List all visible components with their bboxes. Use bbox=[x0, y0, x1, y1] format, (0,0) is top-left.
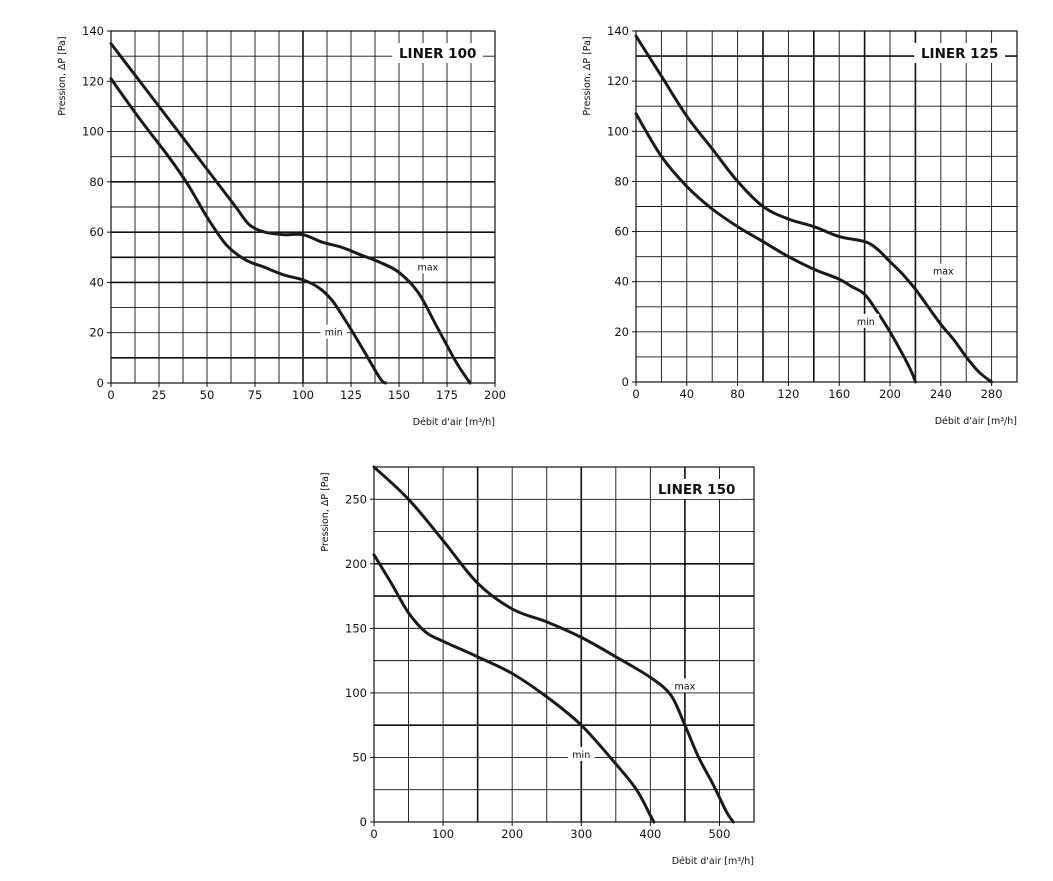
x-tick-label: 40 bbox=[679, 387, 694, 401]
x-tick-label: 160 bbox=[828, 387, 850, 401]
y-axis-label: Pression, ΔP [Pa] bbox=[57, 36, 68, 115]
x-tick-label: 175 bbox=[436, 388, 458, 402]
x-tick-label: 50 bbox=[200, 388, 215, 402]
y-axis-label: Pression, ΔP [Pa] bbox=[582, 36, 593, 115]
y-tick-label: 20 bbox=[614, 325, 629, 339]
series-max-curve bbox=[109, 42, 472, 385]
y-tick-label: 150 bbox=[345, 621, 367, 635]
chart-title-bg bbox=[392, 43, 483, 63]
series-min-curve bbox=[372, 553, 656, 824]
x-tick-label: 300 bbox=[570, 827, 592, 841]
series-max-curve bbox=[372, 465, 735, 824]
y-tick-label: 250 bbox=[345, 492, 367, 506]
chart-3: 0 100 200 300 400 500 0 50 100 150 200 250 Débit d'a… bbox=[320, 465, 755, 867]
x-axis-label: Débit d'air [m³/h] bbox=[935, 416, 1017, 427]
y-tick-label: 140 bbox=[607, 24, 629, 38]
x-tick-label: 500 bbox=[708, 827, 730, 841]
y-tick-label: 120 bbox=[607, 74, 629, 88]
x-axis-label: Débit d'air [m³/h] bbox=[672, 856, 754, 867]
y-tick-label: 120 bbox=[82, 74, 104, 88]
x-tick-label: 240 bbox=[930, 387, 952, 401]
x-tick-label: 100 bbox=[432, 827, 454, 841]
y-tick-label: 0 bbox=[360, 815, 367, 829]
x-axis-label: Débit d'air [m³/h] bbox=[413, 417, 495, 428]
x-tick-label: 0 bbox=[632, 387, 639, 401]
series-min-label: min bbox=[572, 750, 590, 761]
x-tick-label: 200 bbox=[501, 827, 523, 841]
chart-title: LINER 125 bbox=[921, 46, 998, 62]
x-tick-label: 150 bbox=[388, 388, 410, 402]
plot-frame bbox=[373, 466, 755, 823]
x-tick-label: 200 bbox=[484, 388, 506, 402]
chart-title: LINER 150 bbox=[658, 482, 735, 498]
chart-title-bg bbox=[914, 43, 1005, 63]
series-max-curve bbox=[634, 34, 994, 384]
y-tick-label: 0 bbox=[97, 376, 104, 390]
x-tick-label: 120 bbox=[777, 387, 799, 401]
y-tick-label: 80 bbox=[614, 174, 629, 188]
x-tick-label: 75 bbox=[248, 388, 263, 402]
y-tick-label: 100 bbox=[82, 125, 104, 139]
x-tick-label: 0 bbox=[107, 388, 114, 402]
y-tick-label: 50 bbox=[352, 750, 367, 764]
y-tick-label: 20 bbox=[89, 326, 104, 340]
x-tick-label: 25 bbox=[152, 388, 167, 402]
y-axis-label: Pression, ΔP [Pa] bbox=[320, 472, 331, 551]
series-max-label: max bbox=[675, 681, 696, 692]
x-tick-label: 280 bbox=[981, 387, 1003, 401]
plot-frame bbox=[635, 30, 1018, 383]
x-tick-label: 200 bbox=[879, 387, 901, 401]
y-tick-label: 80 bbox=[89, 175, 104, 189]
chart-2: 0 40 80 120 160 200 240 280 0 20 40 60 80 100 120 140 Dé… bbox=[582, 24, 1018, 427]
chart-1: 0 25 50 75 100 125 150 175 200 0 20 40 60 80 100 120 140… bbox=[57, 24, 506, 428]
series-label-bg bbox=[567, 746, 595, 761]
series-label-bg bbox=[414, 259, 442, 274]
series-label-bg bbox=[671, 678, 699, 693]
series-min-label: min bbox=[325, 328, 343, 339]
series-min-label: min bbox=[857, 317, 875, 328]
y-tick-label: 140 bbox=[82, 24, 104, 38]
y-tick-label: 40 bbox=[614, 275, 629, 289]
x-tick-label: 80 bbox=[730, 387, 745, 401]
x-tick-label: 400 bbox=[639, 827, 661, 841]
y-tick-label: 40 bbox=[89, 275, 104, 289]
chart-title: LINER 100 bbox=[399, 46, 476, 62]
chart-title-bg bbox=[651, 479, 742, 499]
y-tick-label: 200 bbox=[345, 557, 367, 571]
y-tick-label: 100 bbox=[607, 124, 629, 138]
series-min-curve bbox=[109, 77, 388, 385]
series-label-bg bbox=[930, 263, 957, 278]
series-max-label: max bbox=[417, 262, 438, 273]
x-tick-label: 125 bbox=[340, 388, 362, 402]
y-tick-label: 100 bbox=[345, 686, 367, 700]
x-tick-label: 0 bbox=[370, 827, 377, 841]
series-min-curve bbox=[634, 112, 917, 384]
y-tick-label: 60 bbox=[89, 225, 104, 239]
x-tick-label: 100 bbox=[292, 388, 314, 402]
series-label-bg bbox=[852, 313, 880, 328]
y-tick-label: 60 bbox=[614, 225, 629, 239]
series-label-bg bbox=[320, 324, 348, 339]
y-tick-label: 0 bbox=[622, 375, 629, 389]
series-max-label: max bbox=[933, 267, 954, 278]
